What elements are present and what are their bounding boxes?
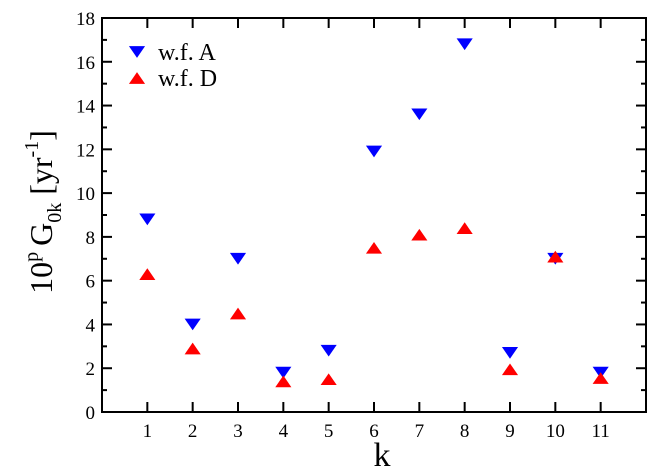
point-series-1-k1 <box>139 213 156 226</box>
point-series-1-k7 <box>411 108 428 121</box>
y-axis-title-sub: 0k <box>44 203 66 223</box>
x-tick-label: 6 <box>369 421 379 442</box>
y-tick-label: 18 <box>76 9 95 30</box>
y-axis-title-symbol: G <box>23 223 59 246</box>
legend: w.f. Aw.f. D <box>128 40 217 92</box>
point-series-2-k10 <box>547 250 564 263</box>
y-tick-label: 16 <box>76 53 95 74</box>
data-points <box>139 38 609 388</box>
legend-marker-2 <box>128 72 146 84</box>
y-tick-label: 8 <box>86 228 96 249</box>
y-axis-title-base: 10 <box>23 262 59 294</box>
point-series-2-k1 <box>139 268 156 280</box>
point-series-2-k3 <box>229 307 247 320</box>
point-series-2-k4 <box>275 375 292 388</box>
y-tick-label: 4 <box>86 315 96 336</box>
x-tick-label: 11 <box>592 421 610 442</box>
point-series-1-k4 <box>275 366 292 379</box>
y-axis-title-exp: p <box>21 252 43 262</box>
y-axis-title-unit-close: ] <box>23 130 59 141</box>
point-series-1-k5 <box>320 344 337 357</box>
y-tick-label: 0 <box>86 403 96 424</box>
point-series-1-k2 <box>184 318 201 331</box>
point-series-2-k6 <box>365 241 383 254</box>
point-series-2-k9 <box>501 363 519 376</box>
legend-marker-1 <box>128 46 146 58</box>
x-tick-label: 4 <box>279 421 289 442</box>
plot-frame <box>101 17 647 413</box>
point-series-1-k6 <box>365 145 383 158</box>
point-series-2-k2 <box>184 342 201 355</box>
legend-label-2: w.f. D <box>158 66 217 92</box>
x-tick-label: 2 <box>188 421 198 442</box>
y-axis-title: 10pG0k [yr-1] <box>21 130 66 294</box>
point-series-1-k9 <box>501 347 519 359</box>
y-tick-label: 12 <box>76 140 95 161</box>
x-tick-label: 8 <box>460 421 470 442</box>
legend-label-1: w.f. A <box>158 40 216 66</box>
x-axis-title: k <box>374 437 391 470</box>
x-tick-label: 9 <box>505 421 515 442</box>
y-axis-title-unit-exp: -1 <box>21 141 43 158</box>
point-series-2-k5 <box>320 373 337 386</box>
x-tick-label: 10 <box>546 421 565 442</box>
point-series-1-k8 <box>456 38 473 51</box>
x-tick-label: 7 <box>415 421 425 442</box>
x-tick-label: 5 <box>324 421 334 442</box>
point-series-2-k7 <box>411 228 428 241</box>
y-axis-title-unit-open: [yr <box>23 157 59 195</box>
point-series-2-k11 <box>592 372 609 384</box>
x-axis: 1 2 3 4 5 6 7 8 9 10 11 <box>143 18 610 442</box>
point-series-1-k3 <box>229 252 247 265</box>
y-tick-label: 10 <box>76 184 95 205</box>
y-axis-title-group: 10pG0k [yr-1] <box>21 130 66 294</box>
x-tick-label: 3 <box>233 421 243 442</box>
point-series-2-k8 <box>456 222 473 234</box>
y-tick-label: 14 <box>76 97 96 118</box>
x-tick-label: 1 <box>143 421 153 442</box>
y-tick-label: 2 <box>86 359 96 380</box>
y-tick-label: 6 <box>86 272 96 293</box>
